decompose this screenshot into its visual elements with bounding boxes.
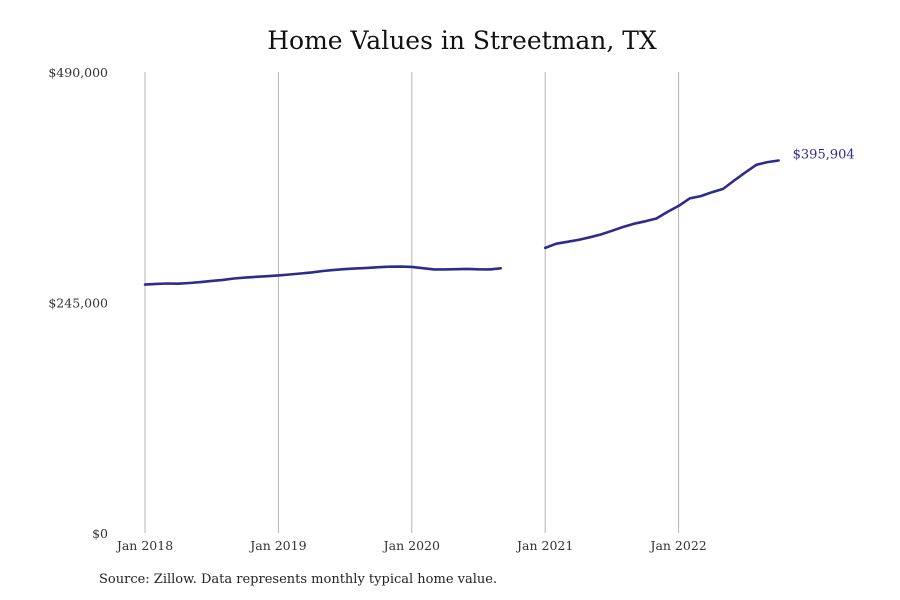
- x-axis-tick-labels: Jan 2018 Jan 2019 Jan 2020 Jan 2021 Jan 2022: [115, 538, 707, 553]
- x-tick-label: Jan 2021: [515, 538, 573, 553]
- series-layer: [143, 159, 780, 286]
- y-tick-label: $490,000: [48, 65, 108, 80]
- x-tick-label: Jan 2018: [115, 538, 173, 553]
- series-line-segment-2: [543, 159, 780, 250]
- x-tick-label: Jan 2022: [648, 538, 706, 553]
- source-note: Source: Zillow. Data represents monthly …: [99, 572, 498, 587]
- data-labels: $395,904: [793, 148, 855, 163]
- gridlines: [144, 72, 680, 533]
- x-tick-label: Jan 2019: [248, 538, 306, 553]
- chart-title: Home Values in Streetman, TX: [267, 26, 657, 55]
- y-tick-label: $0: [92, 526, 108, 541]
- x-tick-label: Jan 2020: [382, 538, 440, 553]
- series-line-segment-1: [143, 265, 503, 286]
- end-value-label: $395,904: [793, 148, 855, 163]
- y-tick-label: $245,000: [48, 296, 108, 311]
- y-axis-tick-labels: $0 $245,000 $490,000: [48, 65, 108, 541]
